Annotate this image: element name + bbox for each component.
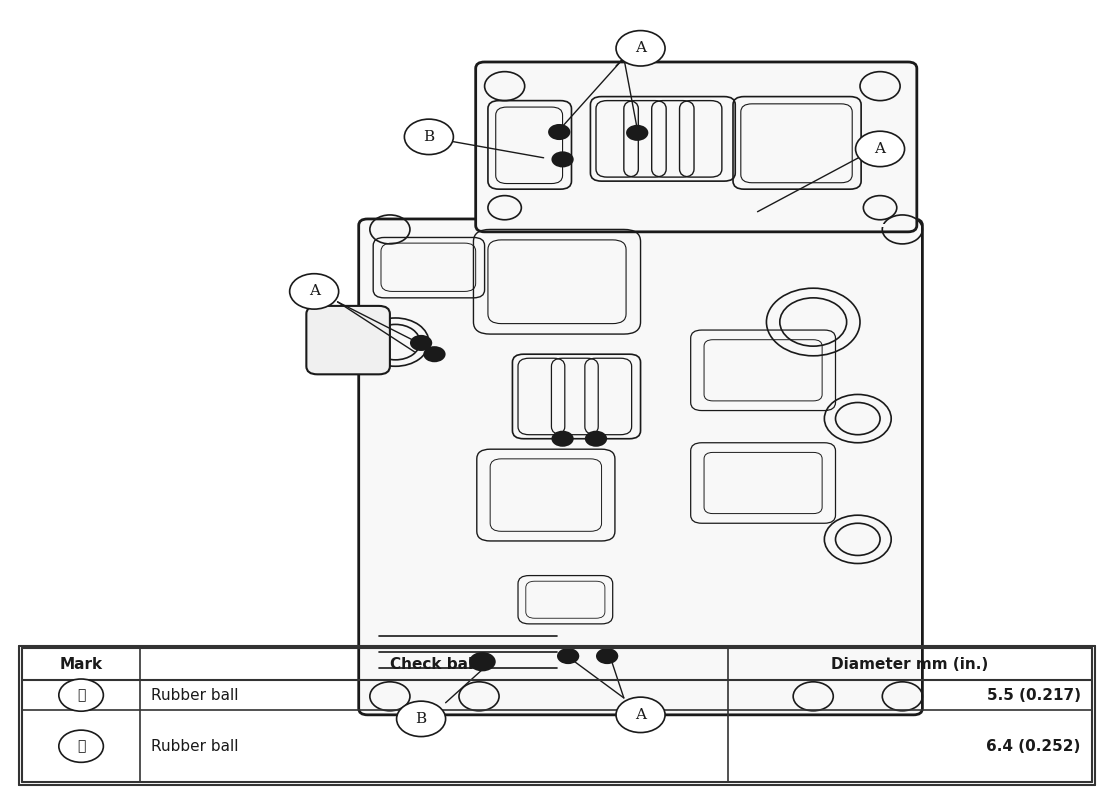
Text: Check ball: Check ball: [390, 657, 478, 671]
Circle shape: [410, 335, 432, 351]
Circle shape: [548, 124, 570, 140]
FancyBboxPatch shape: [306, 306, 390, 374]
Text: B: B: [416, 712, 427, 726]
Circle shape: [585, 431, 607, 447]
Circle shape: [856, 131, 905, 167]
Text: Rubber ball: Rubber ball: [152, 739, 238, 753]
Circle shape: [404, 119, 453, 155]
Text: 6.4 (0.252): 6.4 (0.252): [986, 739, 1081, 753]
Text: Ⓐ: Ⓐ: [77, 688, 86, 702]
Text: Rubber ball: Rubber ball: [152, 687, 238, 703]
Circle shape: [290, 274, 339, 309]
Text: A: A: [874, 142, 886, 156]
Circle shape: [626, 125, 648, 141]
Circle shape: [551, 431, 574, 447]
Text: 5.5 (0.217): 5.5 (0.217): [987, 687, 1081, 703]
Circle shape: [469, 652, 496, 671]
Circle shape: [397, 701, 446, 737]
Circle shape: [616, 31, 665, 66]
Circle shape: [616, 697, 665, 733]
Text: A: A: [309, 284, 320, 299]
FancyBboxPatch shape: [476, 62, 917, 232]
Text: A: A: [635, 708, 646, 722]
Circle shape: [551, 151, 574, 167]
Text: Ⓑ: Ⓑ: [77, 739, 86, 753]
Circle shape: [59, 679, 104, 712]
FancyBboxPatch shape: [359, 219, 922, 715]
Circle shape: [423, 346, 446, 362]
Text: Diameter mm (in.): Diameter mm (in.): [831, 657, 988, 671]
Text: A: A: [635, 41, 646, 56]
Text: B: B: [423, 130, 434, 144]
Circle shape: [59, 730, 104, 762]
Circle shape: [557, 648, 579, 664]
Circle shape: [596, 648, 618, 664]
Polygon shape: [485, 224, 911, 227]
Text: Mark: Mark: [59, 657, 102, 671]
